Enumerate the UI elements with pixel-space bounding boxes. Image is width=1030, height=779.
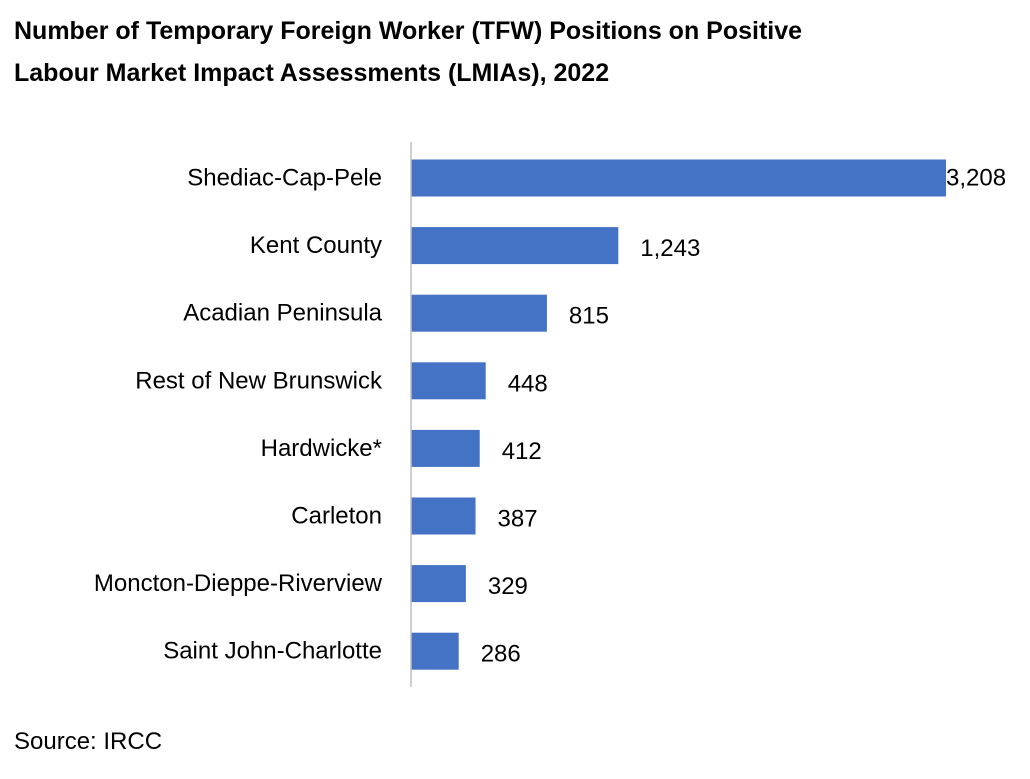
bar <box>411 565 466 603</box>
bar <box>411 497 476 535</box>
bars-layer <box>411 159 946 670</box>
value-label: 815 <box>569 303 609 330</box>
value-label: 1,243 <box>640 235 700 262</box>
bar <box>411 429 480 467</box>
value-label: 3,208 <box>946 165 1006 192</box>
value-label: 412 <box>502 438 542 465</box>
value-label: 286 <box>481 641 521 668</box>
value-label: 329 <box>488 573 528 600</box>
bar <box>411 227 619 265</box>
value-label: 387 <box>498 506 538 533</box>
category-label: Carleton <box>291 503 382 530</box>
category-label: Kent County <box>250 232 382 259</box>
chart-title: Number of Temporary Foreign Worker (TFW)… <box>14 17 803 87</box>
value-labels-layer: 3,208 1,243 815 448 412 387 329 286 <box>481 165 1006 668</box>
bar <box>411 294 547 332</box>
source-note: Source: IRCC <box>14 728 163 755</box>
category-label: Shediac-Cap-Pele <box>187 165 382 192</box>
category-labels-layer: Shediac-Cap-Pele Kent County Acadian Penin… <box>94 165 383 665</box>
bar <box>411 159 946 197</box>
bar <box>411 362 486 400</box>
category-label: Rest of New Brunswick <box>135 367 383 394</box>
category-label: Moncton-Dieppe-Riverview <box>94 570 383 597</box>
bar <box>411 632 459 670</box>
category-label: Saint John-Charlotte <box>163 638 382 665</box>
value-label: 448 <box>508 370 548 397</box>
category-label: Hardwicke* <box>261 435 382 462</box>
category-label: Acadian Peninsula <box>183 300 382 327</box>
